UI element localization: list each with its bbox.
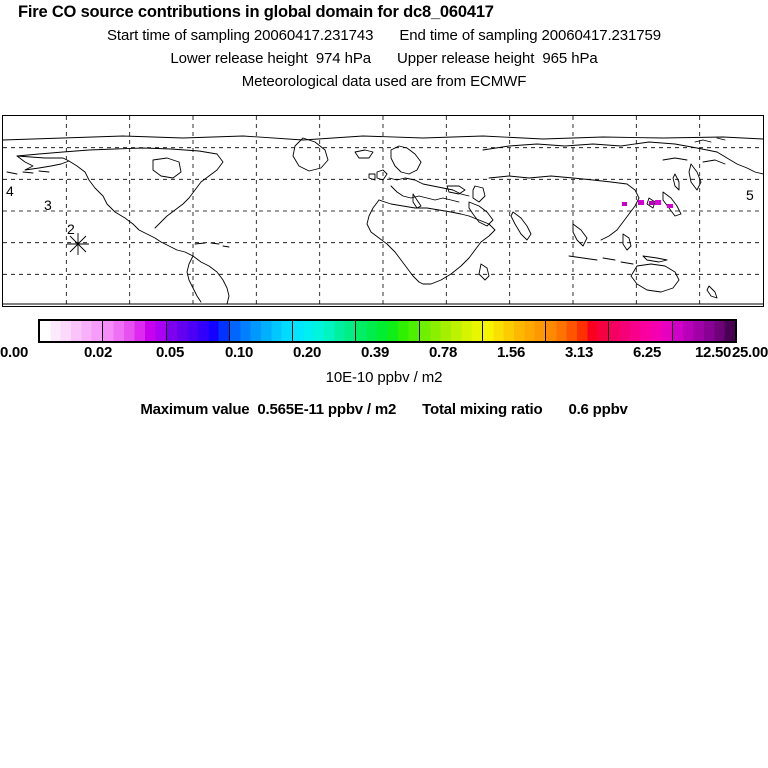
total-mixing-ratio-value: 0.6 ppbv — [568, 401, 628, 418]
maximum-value-value: 0.565E-11 ppbv / m2 — [257, 401, 397, 418]
plume-pixels-group — [622, 200, 673, 208]
upper-release-height-value: 965 hPa — [542, 50, 598, 67]
global-map-panel[interactable]: 4 3 2 5 — [2, 115, 764, 307]
colorbar-band-1 — [103, 321, 167, 341]
colorbar-tick-1: 0.02 — [84, 344, 112, 361]
lower-release-height-label: Lower release height — [170, 50, 308, 67]
total-mixing-ratio-label: Total mixing ratio — [422, 401, 543, 418]
colorbar-tick-10: 12.50 — [695, 344, 732, 361]
colorbar-band-9 — [609, 321, 673, 341]
colorbar-band-4 — [293, 321, 357, 341]
page-title: Fire CO source contributions in global d… — [18, 3, 494, 21]
colorbar-tick-3: 0.10 — [225, 344, 253, 361]
colorbar-tick-2: 0.05 — [156, 344, 184, 361]
trajectory-label-3: 3 — [44, 197, 52, 213]
summary-line: Maximum value 0.565E-11 ppbv / m2 Total m… — [0, 400, 768, 420]
colorbar-tick-labels: 0.00 0.02 0.05 0.10 0.20 0.39 0.78 1.56 3.13 6.25… — [0, 344, 768, 362]
colorbar[interactable] — [38, 319, 737, 343]
colorbar-band-2 — [166, 321, 230, 341]
end-time-label: End time of sampling — [399, 27, 538, 44]
colorbar-band-8 — [546, 321, 610, 341]
colorbar-tick-9: 6.25 — [633, 344, 661, 361]
colorbar-tick-7: 1.56 — [497, 344, 525, 361]
colorbar-band-7 — [482, 321, 547, 341]
header-block: Fire CO source contributions in global d… — [0, 0, 768, 93]
colorbar-band-0 — [40, 321, 104, 341]
colorbar-tick-11: 25.00 — [731, 344, 768, 361]
lower-release-height-value: 974 hPa — [315, 50, 371, 67]
sampling-time-line: Start time of sampling 20060417.231743 En… — [0, 24, 768, 47]
colorbar-unit-label: 10E-10 ppbv / m2 — [325, 369, 443, 386]
colorbar-tick-6: 0.78 — [429, 344, 457, 361]
colorbar-band-3 — [229, 321, 294, 341]
start-time-value: 20060417.231743 — [253, 27, 374, 44]
world-map-graphic — [3, 116, 763, 306]
colorbar-band-5 — [356, 321, 420, 341]
end-time-value: 20060417.231759 — [541, 27, 662, 44]
colorbar-tick-5: 0.39 — [361, 344, 389, 361]
colorbar-band-10 — [672, 321, 735, 341]
colorbar-tick-0: 0.00 — [0, 344, 28, 361]
colorbar-tick-8: 3.13 — [565, 344, 593, 361]
trajectory-label-4: 4 — [6, 183, 14, 199]
graticule-lines — [3, 116, 763, 306]
start-time-label: Start time of sampling — [106, 27, 250, 44]
maximum-value-label: Maximum value — [140, 401, 250, 418]
coastline-paths — [3, 135, 763, 305]
upper-release-height-label: Upper release height — [397, 50, 535, 67]
colorbar-band-6 — [419, 321, 483, 341]
colorbar-tick-4: 0.20 — [293, 344, 321, 361]
release-point-star-icon — [67, 233, 89, 255]
trajectory-label-2: 2 — [67, 221, 75, 237]
meteorological-source-line: Meteorological data used are from ECMWF — [241, 73, 527, 90]
trajectory-label-5: 5 — [746, 187, 754, 203]
release-height-line: Lower release height 974 hPa Upper releas… — [0, 47, 768, 70]
